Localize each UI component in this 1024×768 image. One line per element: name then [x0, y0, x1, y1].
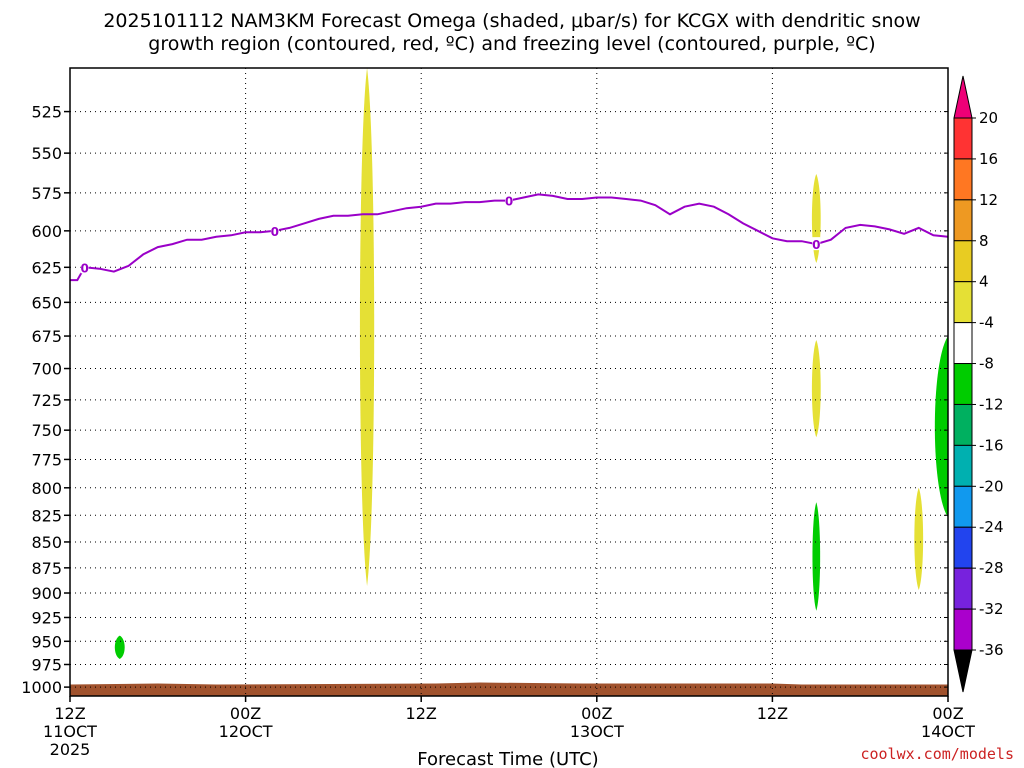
y-tick-label: 975 [31, 655, 62, 674]
colorbar-label: -20 [979, 477, 1004, 495]
y-tick-label: 700 [31, 360, 62, 379]
omega-area-yellow-plume-1 [359, 68, 375, 587]
x-tick-label: 00Z [581, 704, 612, 723]
x-tick-label: 12OCT [219, 722, 273, 741]
x-axis-label: Forecast Time (UTC) [417, 749, 598, 768]
colorbar-box [953, 485, 973, 528]
colorbar-label: 12 [979, 191, 998, 209]
colorbar-box [953, 444, 973, 487]
chart-title-line2: growth region (contoured, red, ºC) and f… [148, 33, 875, 55]
colorbar-box [953, 363, 973, 405]
y-tick-label: 800 [31, 479, 62, 498]
x-tick-label: 11OCT [43, 722, 97, 741]
y-tick-label: 550 [31, 144, 62, 163]
y-tick-label: 750 [31, 421, 62, 440]
chart-title-line1: 2025101112 NAM3KM Forecast Omega (shaded… [103, 10, 920, 32]
omega-area-green-blob-955 [114, 635, 125, 659]
credit-text: coolwx.com/models [860, 745, 1014, 763]
contour-label-bg [270, 223, 279, 237]
colorbar-box [953, 403, 973, 446]
x-tick-label: 00Z [230, 704, 261, 723]
freezing-level-label: 0 [271, 225, 279, 239]
omega-area-yellow-blob-850 [914, 487, 924, 591]
x-tick-label: 14OCT [921, 722, 975, 741]
contour-label-bg [505, 193, 513, 207]
x-tick-label: 13OCT [570, 722, 624, 741]
freezing-level-label: 0 [812, 238, 820, 252]
y-tick-label: 1000 [21, 678, 62, 697]
y-tick-label: 950 [31, 632, 62, 651]
colorbar-box [953, 608, 973, 651]
colorbar-bottom-arrow [953, 649, 973, 693]
colorbar-box [953, 199, 973, 242]
y-tick-label: 525 [31, 103, 62, 122]
freezing-level-label: 0 [80, 261, 88, 275]
x-tick-label: 12Z [406, 704, 437, 723]
colorbar-label: 8 [979, 232, 989, 250]
colorbar-label: -4 [979, 314, 994, 332]
y-tick-label: 625 [31, 258, 62, 277]
omega-area-yellow-blob-720 [811, 340, 821, 438]
y-axis: 525 550 575 600 625 650 675 700 725 750 775 800 825 8… [21, 103, 948, 697]
y-tick-label: 775 [31, 450, 62, 469]
colorbar-label: -16 [979, 436, 1004, 454]
y-tick-label: 925 [31, 608, 62, 627]
colorbar-box [953, 322, 973, 365]
colorbar-box [953, 526, 973, 569]
colorbar-legend: 20 16 12 8 4 -4 -8 -12 -16 -20 -24 -28 -32 -36 [953, 75, 1004, 693]
plot-content: 0 0 0 0 [70, 68, 948, 696]
y-tick-label: 900 [31, 584, 62, 603]
y-tick-label: 600 [31, 222, 62, 241]
plot-frame [69, 67, 949, 697]
y-tick-label: 875 [31, 559, 62, 578]
freezing-level-label: 0 [505, 195, 513, 209]
colorbar-box [953, 240, 973, 283]
colorbar-label: -32 [979, 600, 1004, 618]
contour-label-bg [80, 260, 89, 274]
x-tick-label: 12Z [757, 704, 788, 723]
colorbar-top-arrow [953, 75, 973, 119]
colorbar-box [953, 117, 973, 160]
colorbar-label: 20 [979, 109, 998, 127]
x-tick-label: 00Z [932, 704, 963, 723]
colorbar-label: -12 [979, 395, 1004, 413]
x-tick-label: 12Z [54, 704, 85, 723]
colorbar-label: -36 [979, 641, 1004, 659]
y-tick-label: 825 [31, 506, 62, 525]
y-tick-label: 650 [31, 293, 62, 312]
plot-area: 0 0 0 0 [69, 67, 949, 697]
x-tick-label: 2025 [50, 740, 91, 759]
colorbar-label: 4 [979, 273, 989, 291]
y-tick-label: 675 [31, 327, 62, 346]
y-tick-label: 575 [31, 184, 62, 203]
y-tick-label: 725 [31, 391, 62, 410]
colorbar-label: -24 [979, 518, 1004, 536]
colorbar-box [953, 281, 973, 324]
omega-area-green-blob-850 [812, 502, 821, 611]
terrain-fill [70, 682, 948, 696]
colorbar-label: 16 [979, 150, 998, 168]
contour-label-bg [812, 237, 821, 251]
colorbar-label: -28 [979, 559, 1004, 577]
freezing-level-line [70, 193, 948, 282]
colorbar-box [953, 567, 973, 610]
colorbar-label: -8 [979, 355, 994, 373]
y-tick-label: 850 [31, 533, 62, 552]
omega-area-green-edge-right [934, 336, 948, 518]
colorbar-box [953, 158, 973, 201]
